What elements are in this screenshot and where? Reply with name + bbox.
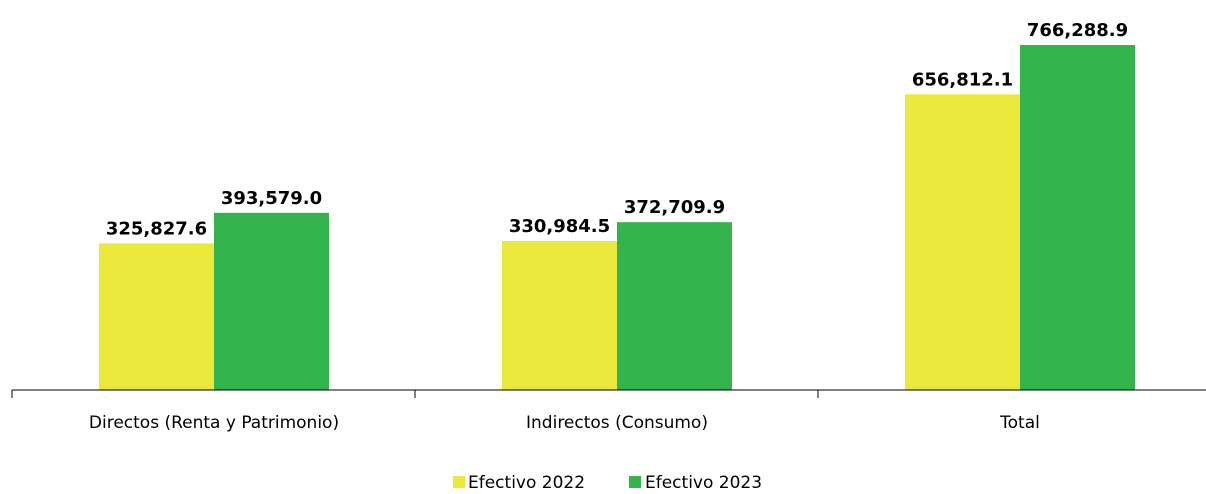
legend-swatch-2023: [629, 476, 641, 488]
legend: Efectivo 2022 Efectivo 2023: [453, 473, 762, 493]
bar-2022-0: [99, 243, 214, 390]
data-label-2022-0: 325,827.6: [106, 218, 207, 239]
legend-label-2022: Efectivo 2022: [468, 473, 585, 493]
legend-item-2022: Efectivo 2022: [453, 473, 585, 493]
x-tick-label-2: Total: [999, 413, 1040, 433]
bar-2023-2: [1020, 45, 1135, 390]
bar-2023-1: [617, 222, 732, 390]
data-label-2022-1: 330,984.5: [509, 216, 610, 237]
x-tick-label-1: Indirectos (Consumo): [526, 413, 708, 433]
bars-group: [99, 45, 1135, 390]
data-label-2023-1: 372,709.9: [624, 197, 725, 218]
data-label-2022-2: 656,812.1: [912, 69, 1013, 90]
x-axis: [11, 389, 1206, 398]
bar-2023-0: [214, 212, 329, 390]
data-labels-group: 325,827.6 330,984.5 656,812.1 393,579.0 372,…: [106, 20, 1128, 239]
legend-item-2023: Efectivo 2023: [629, 473, 762, 493]
x-tick-label-0: Directos (Renta y Patrimonio): [89, 413, 339, 433]
x-tick-labels: Directos (Renta y Patrimonio) Indirectos …: [89, 413, 1040, 433]
data-label-2023-0: 393,579.0: [221, 188, 322, 209]
bar-2022-2: [905, 94, 1020, 390]
data-label-2023-2: 766,288.9: [1027, 20, 1128, 41]
bar-2022-1: [502, 240, 617, 390]
legend-label-2023: Efectivo 2023: [645, 473, 762, 493]
legend-swatch-2022: [453, 476, 465, 488]
